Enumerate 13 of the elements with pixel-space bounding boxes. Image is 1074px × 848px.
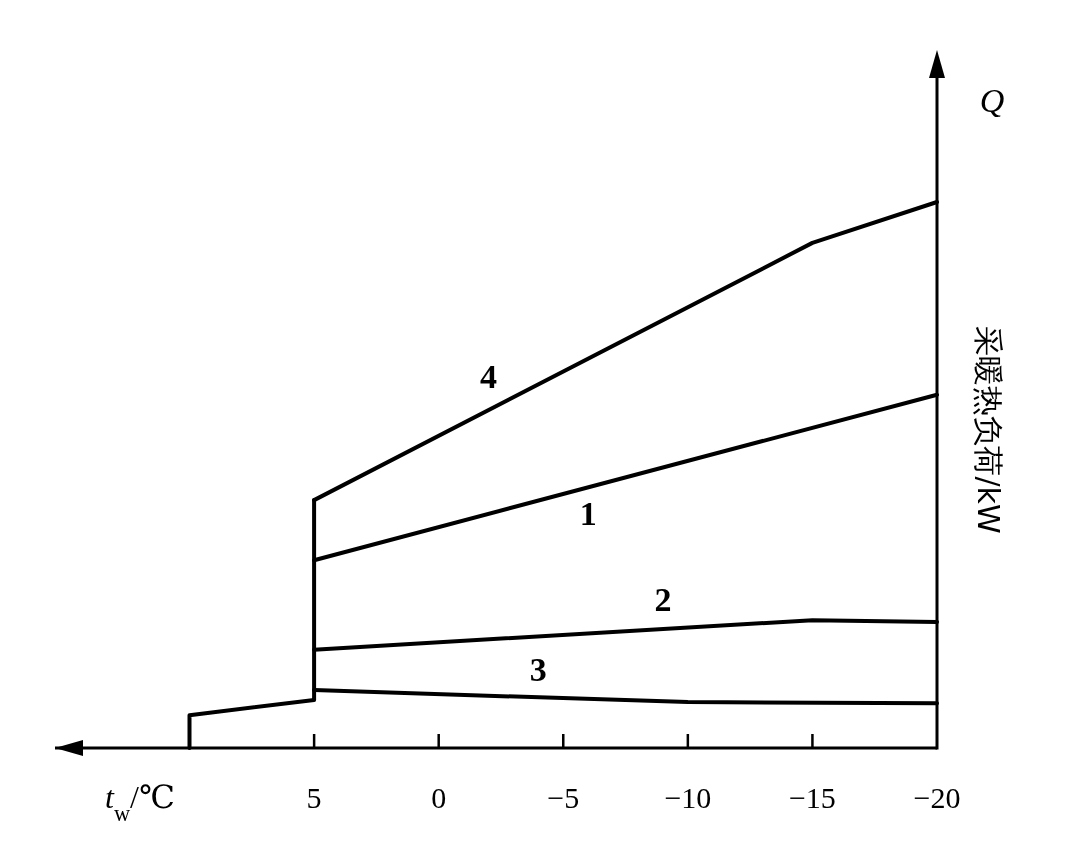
xtick: −10 — [664, 781, 712, 814]
xtick: −15 — [788, 781, 836, 814]
xtick: −5 — [547, 781, 580, 814]
series-label: 3 — [529, 651, 547, 689]
xtick: −20 — [913, 781, 961, 814]
y-axis-title: 采暖热负荷/kW — [971, 326, 1006, 534]
text: Q — [979, 82, 1005, 119]
xtick: 0 — [431, 781, 447, 814]
series-label: 4 — [480, 358, 498, 396]
series-label: 1 — [579, 495, 597, 533]
x-axis-title: t$_{w}$/℃ — [105, 779, 175, 826]
series-label: 2 — [654, 581, 672, 619]
xtick: 5 — [306, 781, 322, 814]
